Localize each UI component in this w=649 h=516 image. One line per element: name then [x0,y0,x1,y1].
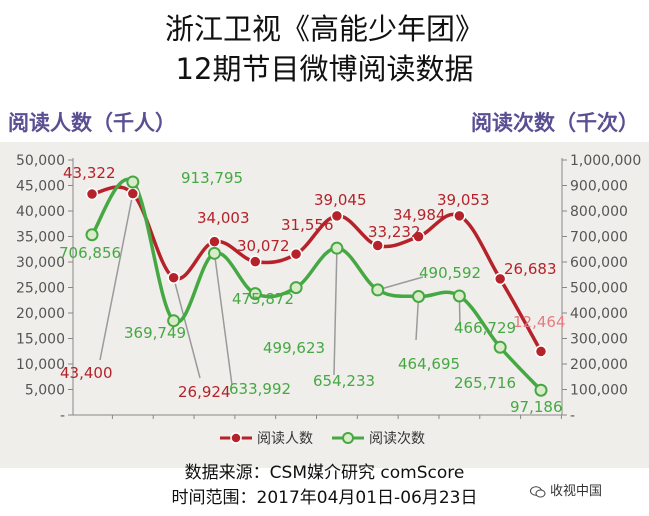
leader-line [333,248,338,376]
readers-data-label: 31,556 [281,216,334,234]
plot-background [0,142,649,468]
right-tick-label: 400,000 [570,306,628,322]
leader-line [99,193,134,361]
right-tick-label: 100,000 [570,383,628,399]
chart-title-line2: 12期节目微博阅读数据 [175,52,474,86]
right-tick-label: 300,000 [570,332,628,348]
reads-data-label: 499,623 [263,339,325,357]
brand-label: 收视中国 [550,484,603,499]
left-tick-label: 30,000 [16,255,65,271]
readers-point [85,187,99,201]
right-tick-label: 800,000 [570,204,628,220]
readers-data-label: 33,232 [368,223,421,241]
left-tick-label: - [60,408,65,424]
time-range: 时间范围：2017年04月01日-06月23日 [171,488,478,508]
reads-data-label: 490,592 [419,264,481,282]
right-tick-label: 600,000 [570,255,628,271]
leader-line [415,296,420,341]
reads-point [289,281,303,295]
readers-point [493,272,507,286]
reads-data-label: 265,716 [454,374,516,392]
reads-data-label: 654,233 [313,372,375,390]
readers-point [371,239,384,252]
reads-point [412,290,426,304]
readers-data-label: 26,924 [178,383,231,401]
readers-point [289,247,303,261]
readers-data-label: 39,045 [314,191,367,209]
readers-point [208,235,221,248]
readers-data-label: 30,072 [237,237,290,255]
readers-data-label: 26,683 [504,260,557,278]
right-axis-title: 阅读次数（千次） [471,111,639,135]
reads-data-label: 913,795 [181,169,243,187]
series-line-readers [91,185,543,353]
reads-data-label: 464,695 [398,355,460,373]
left-tick-label: 20,000 [16,306,65,322]
reads-point [248,287,262,301]
right-tick-label: 900,000 [570,179,628,195]
leader-line [172,277,201,379]
reads-data-label: 369,749 [124,324,186,342]
readers-point [126,187,140,200]
left-tick-label: 35,000 [16,230,65,246]
reads-point [167,314,181,328]
legend-reads-marker [342,432,354,444]
reads-data-label: 466,729 [454,319,516,337]
readers-data-label: 12,464 [513,313,566,331]
readers-data-label: 39,053 [437,191,490,209]
reads-point [207,246,221,260]
legend-readers-marker [230,432,242,444]
reads-point [493,340,507,354]
readers-data-label: 43,322 [63,164,116,182]
readers-data-label: 43,400 [60,364,113,382]
brand-watermark: 收视中国 [530,480,602,499]
reads-point [371,283,385,297]
readers-point [534,345,548,358]
reads-point [85,228,99,242]
reads-point [330,241,344,255]
data-source: 数据来源：CSM媒介研究 comScore [184,463,465,483]
series-line-reads [90,177,543,392]
right-tick-label: 200,000 [570,357,628,373]
legend-reads-label: 阅读次数 [369,430,425,447]
left-tick-label: 45,000 [16,179,65,195]
left-tick-label: 5,000 [25,383,65,399]
left-tick-label: 10,000 [16,357,65,373]
right-tick-label: - [570,408,575,424]
reads-data-label: 97,186 [510,398,563,416]
chart-title-line1: 浙江卫视《高能少年团》 [164,12,484,46]
readers-data-label: 34,984 [393,206,446,224]
readers-point [412,230,425,243]
chat-bubble-icon [530,485,546,497]
left-tick-label: 40,000 [16,204,65,220]
readers-point [249,255,262,268]
leader-line [213,253,233,386]
right-tick-label: 1,000,000 [570,153,641,169]
readers-point [453,209,466,223]
readers-point [167,271,180,284]
left-tick-label: 15,000 [16,332,65,348]
left-axis-title: 阅读人数（千人） [8,111,176,135]
right-tick-label: 500,000 [570,281,628,297]
left-tick-label: 50,000 [16,153,65,169]
left-tick-label: 25,000 [16,281,65,297]
readers-point [330,209,344,223]
reads-data-label: 706,856 [59,244,121,262]
reads-point [534,383,548,397]
reads-point [126,175,140,189]
reads-data-label: 475,872 [232,290,294,308]
leader-line [377,276,424,291]
reads-point [452,289,466,303]
right-tick-label: 700,000 [570,230,628,246]
readers-data-label: 34,003 [197,209,250,227]
reads-data-label: 633,992 [229,380,291,398]
legend-readers-label: 阅读人数 [257,430,313,447]
